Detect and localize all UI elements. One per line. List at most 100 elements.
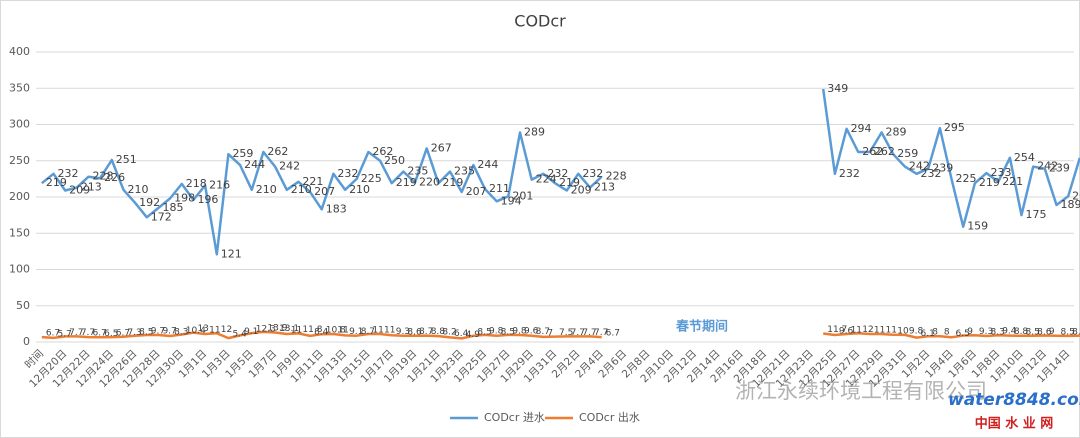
data-label: 7 — [547, 328, 553, 338]
data-label: 228 — [92, 170, 113, 183]
data-label: 8.2 — [442, 328, 456, 338]
data-label: 12 — [862, 325, 873, 335]
data-label: 213 — [594, 181, 615, 194]
data-label: 289 — [524, 125, 545, 138]
data-label: 11 — [851, 326, 862, 336]
data-label: 8.7 — [536, 327, 550, 337]
data-label: 295 — [944, 121, 965, 134]
annotation: 春节期间 — [675, 319, 728, 335]
y-tick-label: 300 — [9, 118, 30, 131]
data-label: 196 — [197, 193, 218, 206]
y-tick-label: 150 — [9, 226, 30, 239]
data-label: 349 — [827, 82, 848, 95]
data-label: 216 — [209, 178, 230, 191]
data-label: 10.4 — [186, 326, 206, 336]
data-label: 239 — [1049, 162, 1070, 175]
y-tick-label: 200 — [9, 190, 30, 203]
data-label: 235 — [454, 165, 475, 178]
data-label: 207 — [466, 185, 487, 198]
data-label: 218 — [186, 177, 207, 190]
data-label: 289 — [886, 125, 907, 138]
y-tick-label: 250 — [9, 154, 30, 167]
data-label: 210 — [256, 183, 277, 196]
data-label: 244 — [244, 158, 265, 171]
data-label: 13.9 — [267, 323, 287, 333]
data-label: 6.7 — [606, 329, 620, 339]
data-label: 6.4 — [454, 329, 469, 339]
data-label: 209 — [571, 183, 592, 196]
data-label: 12 — [221, 325, 232, 335]
data-label: 232 — [337, 167, 358, 180]
data-label: 11.8 — [302, 325, 322, 335]
data-label: 8 — [944, 328, 950, 338]
data-label: 8.5 — [477, 327, 491, 337]
data-label: 8.6 — [407, 327, 422, 337]
data-label: 9.6 — [524, 327, 539, 337]
data-label: 251 — [116, 153, 137, 166]
data-label: 8.3 — [174, 327, 188, 337]
data-label: 207 — [314, 185, 335, 198]
data-label: 9.3 — [396, 327, 410, 337]
series-line — [41, 330, 1080, 340]
data-label: 10 — [897, 326, 909, 336]
data-label: 9.6 — [839, 327, 854, 337]
data-label: 5.7 — [57, 329, 71, 339]
data-label: 228 — [606, 170, 627, 183]
data-label: 8.6 — [1037, 327, 1052, 337]
data-label: 232 — [921, 167, 942, 180]
data-label: 7.5 — [559, 328, 573, 338]
data-label: 220 — [419, 176, 440, 189]
data-label: 172 — [151, 210, 172, 223]
data-label: 7.7 — [81, 328, 95, 338]
data-label: 219 — [559, 176, 580, 189]
data-label: 232 — [57, 167, 78, 180]
watermark-company: 浙江永续环境工程有限公司 — [735, 379, 987, 403]
data-label: 262 — [862, 145, 883, 158]
data-label: 8 — [932, 328, 938, 338]
data-label: 221 — [1002, 175, 1023, 188]
legend-label: CODcr 进水 — [484, 411, 545, 424]
data-label: 242 — [909, 160, 930, 173]
data-label: 12.3 — [256, 325, 276, 335]
series-line — [41, 88, 1080, 256]
data-label: 8.8 — [431, 327, 446, 337]
data-label: 232 — [582, 167, 603, 180]
data-label: 239 — [932, 162, 953, 175]
watermark-site-name: 中国 水 业 网 — [975, 416, 1054, 432]
data-label: 262 — [267, 145, 288, 158]
data-label: 210 — [349, 183, 370, 196]
data-label: 9.8 — [512, 326, 527, 336]
data-label: 9.3 — [979, 327, 993, 337]
data-label: 6.1 — [921, 329, 935, 339]
data-label: 11 — [384, 326, 395, 336]
data-label: 8.3 — [991, 327, 1005, 337]
data-label: 8.8 — [1014, 327, 1029, 337]
watermark-site: water8848.com — [948, 390, 1080, 410]
data-label: 9 — [967, 327, 973, 337]
legend-label: CODcr 出水 — [579, 410, 640, 424]
data-label: 7.7 — [582, 328, 596, 338]
data-label: 210 — [127, 183, 148, 196]
data-label: 250 — [384, 154, 405, 167]
data-label: 8.4 — [314, 327, 329, 337]
y-tick-label: 50 — [16, 299, 30, 312]
data-label: 11 — [874, 326, 885, 336]
data-label: 13.1 — [279, 324, 299, 334]
data-label: 262 — [874, 145, 895, 158]
data-label: 242 — [1037, 160, 1058, 173]
data-label: 6.7 — [46, 329, 60, 339]
data-label: 219 — [46, 176, 67, 189]
data-label: 11 — [372, 326, 383, 336]
data-label: 159 — [967, 220, 988, 233]
data-label: 8.5 — [501, 327, 515, 337]
data-label: 9.8 — [489, 326, 504, 336]
data-label: 13 — [197, 324, 208, 334]
data-label: 9.4 — [1002, 327, 1017, 337]
data-label: 232 — [547, 167, 568, 180]
data-label: 175 — [1026, 208, 1047, 221]
data-label: 8.5 — [139, 327, 153, 337]
data-label: 254 — [1014, 151, 1035, 164]
data-label: 7.3 — [127, 328, 141, 338]
data-label: 259 — [897, 147, 918, 160]
